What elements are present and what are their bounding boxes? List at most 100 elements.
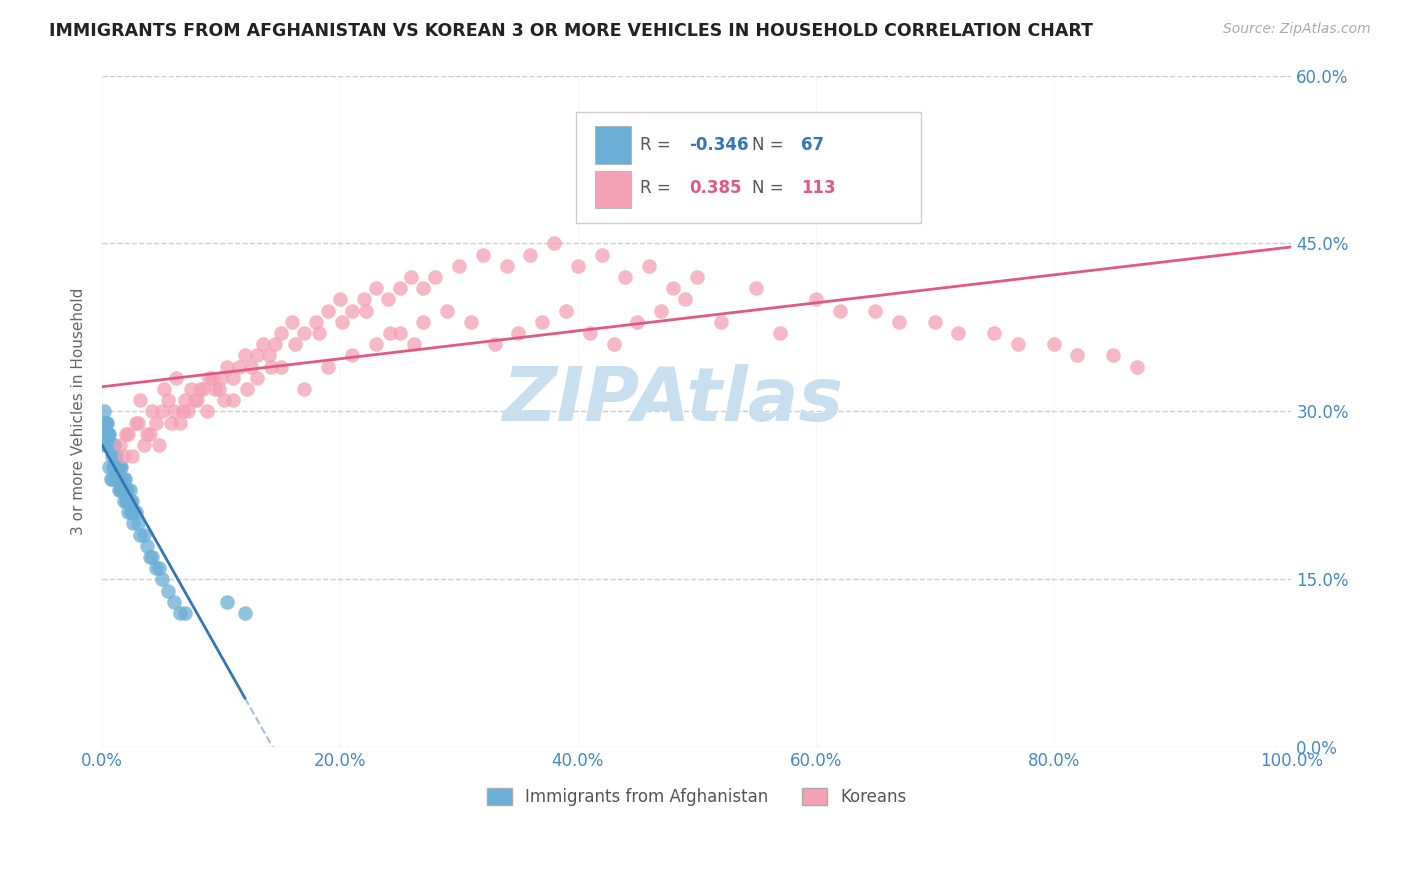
- Point: [555, 303, 578, 318]
- Point: [305, 315, 328, 329]
- Point: [100, 472, 122, 486]
- Point: [626, 315, 648, 329]
- Point: [233, 606, 256, 620]
- Point: [686, 270, 709, 285]
- Y-axis label: 3 or more Vehicles in Household: 3 or more Vehicles in Household: [72, 288, 86, 535]
- Point: [156, 583, 179, 598]
- Point: [531, 315, 554, 329]
- Point: [180, 382, 202, 396]
- Point: [201, 371, 224, 385]
- Legend: Immigrants from Afghanistan, Koreans: Immigrants from Afghanistan, Koreans: [481, 781, 914, 813]
- Point: [377, 293, 399, 307]
- Point: [983, 326, 1005, 340]
- Point: [340, 303, 363, 318]
- Point: [103, 438, 125, 452]
- Point: [948, 326, 970, 340]
- Text: R =: R =: [640, 136, 676, 153]
- Point: [129, 527, 152, 541]
- Point: [412, 281, 434, 295]
- Point: [139, 426, 162, 441]
- Point: [115, 494, 138, 508]
- Point: [186, 393, 208, 408]
- Point: [94, 416, 117, 430]
- Point: [378, 326, 401, 340]
- Point: [212, 393, 235, 408]
- Point: [252, 337, 274, 351]
- Point: [127, 416, 149, 430]
- Point: [97, 426, 120, 441]
- Point: [662, 281, 685, 295]
- Point: [412, 315, 434, 329]
- Point: [104, 460, 127, 475]
- Point: [115, 483, 138, 497]
- Point: [150, 573, 173, 587]
- Point: [141, 404, 163, 418]
- Point: [354, 303, 377, 318]
- Text: ZIPAtlas: ZIPAtlas: [502, 364, 844, 437]
- Text: Source: ZipAtlas.com: Source: ZipAtlas.com: [1223, 22, 1371, 37]
- Point: [148, 438, 170, 452]
- Point: [193, 382, 215, 396]
- Point: [208, 382, 231, 396]
- Point: [108, 438, 131, 452]
- Point: [112, 494, 135, 508]
- Point: [447, 259, 470, 273]
- Point: [169, 416, 191, 430]
- Point: [425, 270, 447, 285]
- Point: [174, 393, 197, 408]
- Text: -0.346: -0.346: [689, 136, 748, 153]
- Point: [162, 404, 184, 418]
- Point: [292, 326, 315, 340]
- Point: [150, 404, 173, 418]
- Point: [460, 315, 482, 329]
- Point: [100, 449, 122, 463]
- Point: [332, 315, 354, 329]
- Point: [209, 371, 232, 385]
- Point: [217, 359, 239, 374]
- Point: [94, 416, 117, 430]
- Point: [96, 416, 118, 430]
- Point: [122, 516, 145, 531]
- Point: [239, 359, 262, 374]
- Point: [117, 505, 139, 519]
- Point: [353, 293, 375, 307]
- Point: [110, 472, 132, 486]
- Text: N =: N =: [752, 178, 789, 197]
- Point: [145, 561, 167, 575]
- Point: [863, 303, 886, 318]
- Text: 67: 67: [801, 136, 824, 153]
- Point: [340, 348, 363, 362]
- Point: [96, 416, 118, 430]
- Point: [121, 449, 143, 463]
- Point: [118, 494, 141, 508]
- Point: [94, 426, 117, 441]
- Point: [567, 259, 589, 273]
- Point: [108, 460, 131, 475]
- Point: [228, 359, 250, 374]
- Point: [233, 348, 256, 362]
- Point: [222, 371, 245, 385]
- Point: [169, 606, 191, 620]
- Point: [111, 483, 134, 497]
- Point: [198, 371, 221, 385]
- Point: [316, 303, 339, 318]
- Point: [364, 337, 387, 351]
- Point: [828, 303, 851, 318]
- Point: [115, 494, 138, 508]
- Point: [1126, 359, 1149, 374]
- Point: [100, 472, 122, 486]
- Point: [162, 595, 184, 609]
- Point: [129, 393, 152, 408]
- Point: [257, 348, 280, 362]
- Point: [115, 483, 138, 497]
- Point: [388, 326, 411, 340]
- Text: IMMIGRANTS FROM AFGHANISTAN VS KOREAN 3 OR MORE VEHICLES IN HOUSEHOLD CORRELATIO: IMMIGRANTS FROM AFGHANISTAN VS KOREAN 3 …: [49, 22, 1094, 40]
- Point: [136, 539, 159, 553]
- Point: [124, 505, 146, 519]
- Point: [98, 426, 121, 441]
- Point: [1007, 337, 1029, 351]
- Point: [117, 494, 139, 508]
- Point: [139, 549, 162, 564]
- Point: [195, 404, 218, 418]
- Point: [484, 337, 506, 351]
